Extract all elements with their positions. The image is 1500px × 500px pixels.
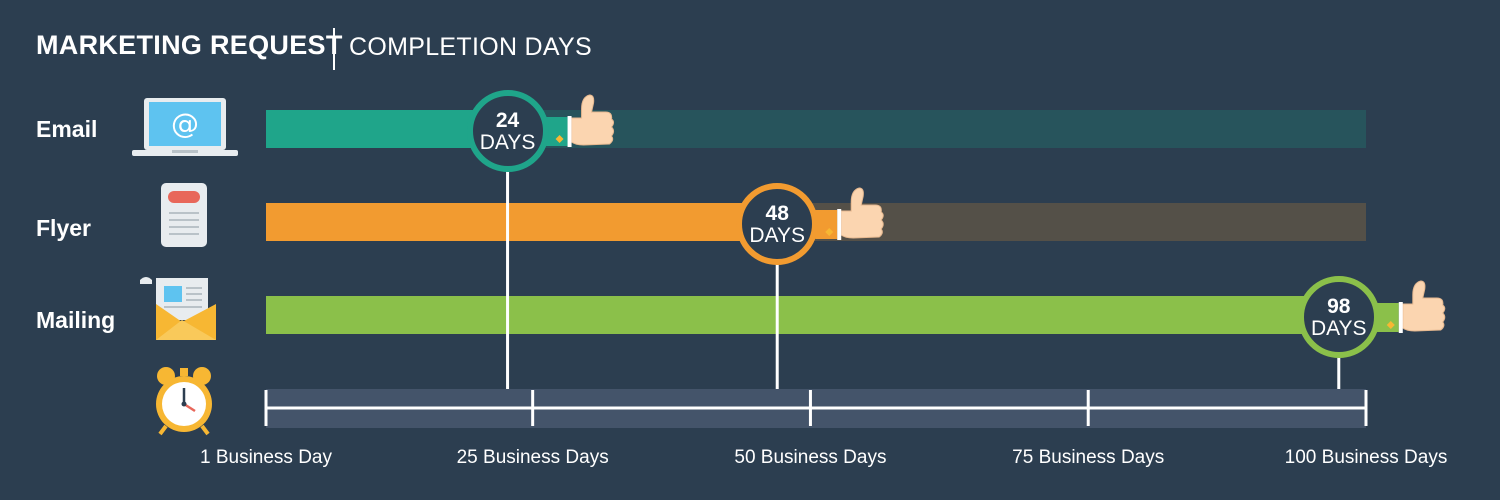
x-tick-label: 50 Business Days bbox=[734, 447, 887, 468]
title-divider bbox=[333, 28, 335, 70]
cufflink-email bbox=[555, 135, 564, 143]
value-number: 98 bbox=[1327, 294, 1351, 318]
laptop-email-icon: @ bbox=[132, 98, 238, 156]
page-subtitle: COMPLETION DAYS bbox=[349, 33, 592, 61]
row-label-flyer: Flyer bbox=[36, 215, 91, 241]
thumbs-up-icon bbox=[836, 187, 884, 241]
value-unit: DAYS bbox=[479, 130, 536, 154]
value-badge-flyer: 48 DAYS bbox=[736, 183, 819, 265]
document-icon bbox=[161, 183, 207, 247]
sleeve-flyer bbox=[815, 210, 838, 239]
sleeve-mailing bbox=[1376, 303, 1399, 332]
svg-text:@: @ bbox=[171, 107, 199, 140]
row-label-email: Email bbox=[36, 116, 98, 142]
cufflink-mailing bbox=[1386, 321, 1395, 329]
value-badge-email: 24 DAYS bbox=[466, 90, 549, 172]
thumbs-up-icon bbox=[567, 94, 615, 148]
cufflink-flyer bbox=[825, 228, 834, 236]
value-badge-mailing: 98 DAYS bbox=[1297, 276, 1380, 358]
value-number: 24 bbox=[495, 108, 520, 132]
bar-mailing bbox=[266, 296, 1344, 334]
x-tick-label: 100 Business Days bbox=[1284, 447, 1448, 468]
thumbs-up-icon bbox=[1398, 280, 1446, 334]
alarm-clock-icon bbox=[156, 367, 212, 436]
envelope-icon bbox=[140, 277, 216, 340]
value-unit: DAYS bbox=[749, 223, 806, 247]
x-tick-label: 75 Business Days bbox=[1012, 447, 1165, 468]
value-unit: DAYS bbox=[1310, 316, 1367, 340]
page-title: MARKETING REQUEST bbox=[36, 30, 343, 60]
bar-flyer bbox=[266, 203, 789, 241]
x-tick-label: 1 Business Day bbox=[199, 447, 333, 468]
x-tick-label: 25 Business Days bbox=[456, 447, 609, 468]
sleeve-email bbox=[545, 117, 568, 146]
value-number: 48 bbox=[765, 201, 789, 225]
row-label-mailing: Mailing bbox=[36, 307, 116, 333]
